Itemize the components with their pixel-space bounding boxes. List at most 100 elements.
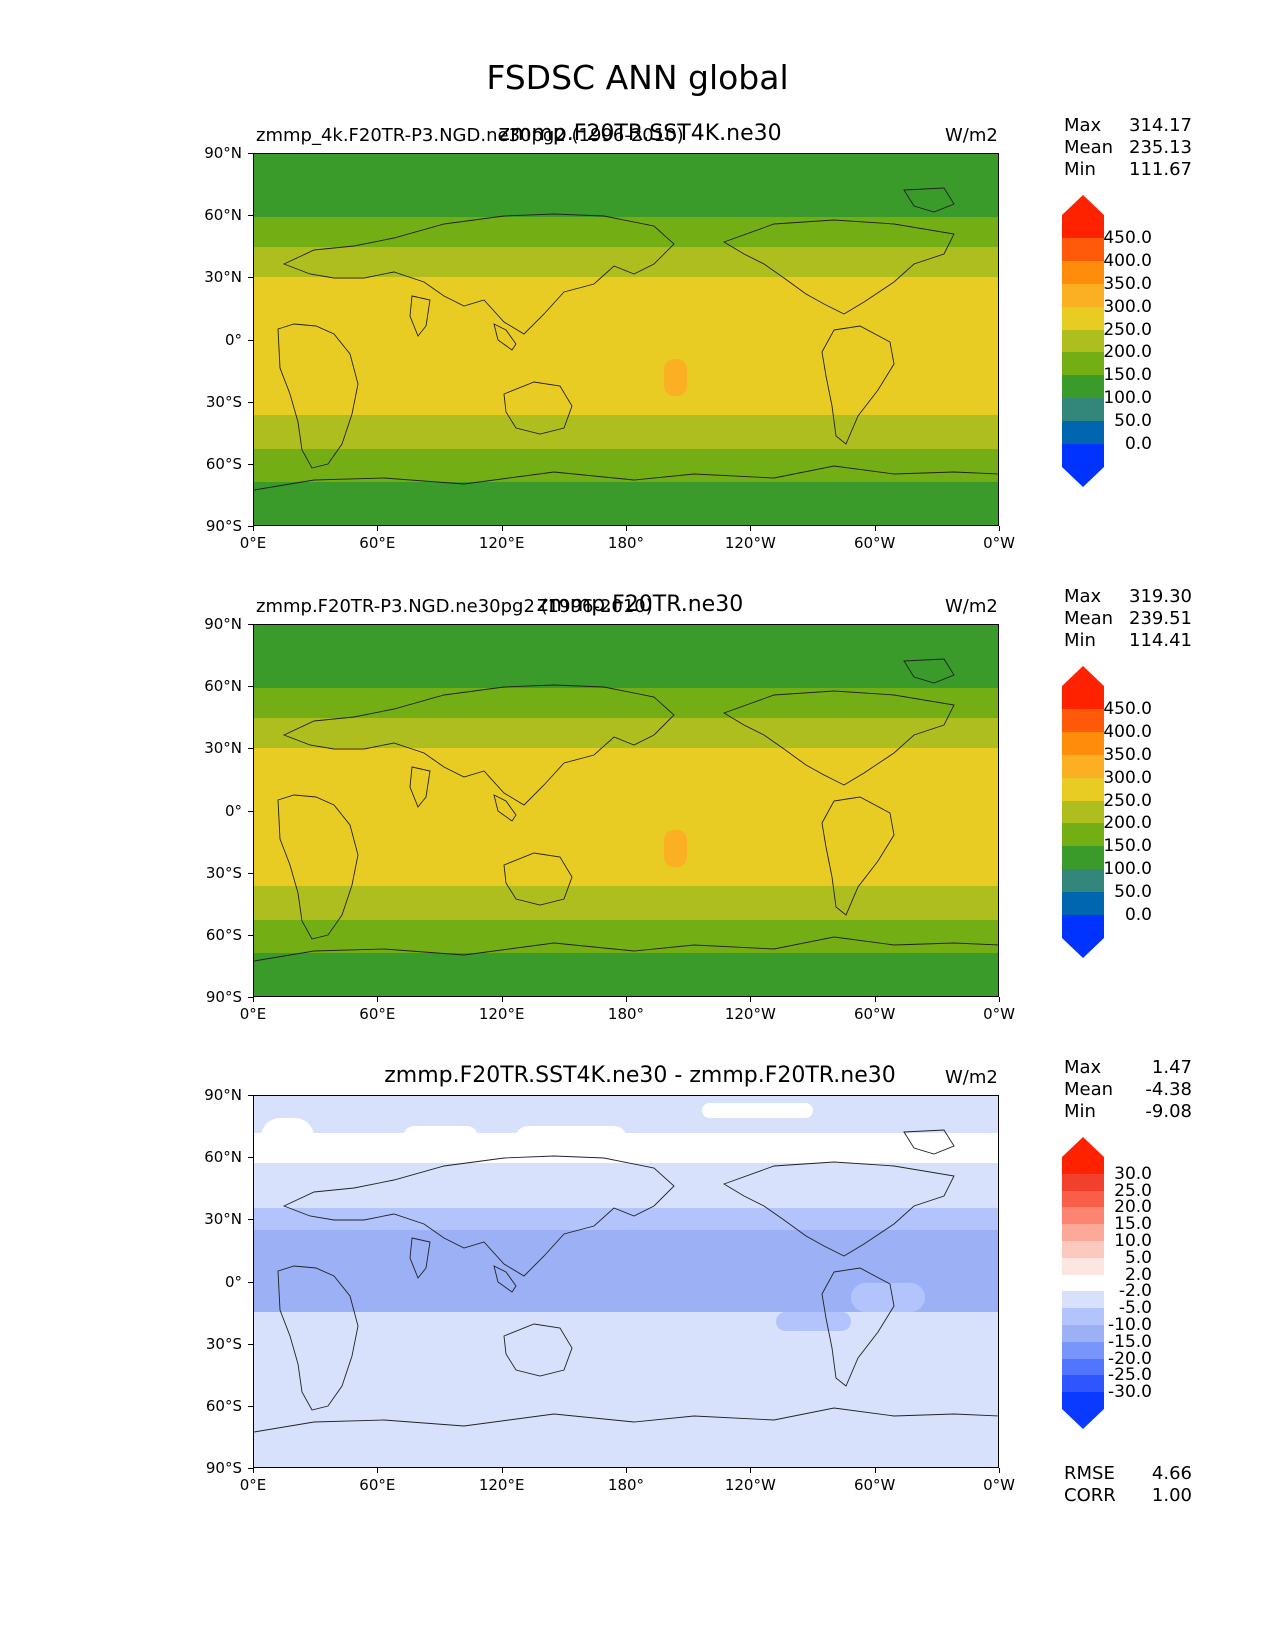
lat-tick-label: 90°S — [205, 1459, 242, 1477]
contour-band — [254, 154, 998, 218]
coastline — [903, 1129, 955, 1155]
colorbar-segment — [1062, 375, 1104, 399]
colorbar-level-label: 400.0 — [1103, 721, 1152, 742]
colorbar-segment — [1062, 1173, 1104, 1192]
lon-tick-mark — [874, 1468, 876, 1473]
lat-tick-mark — [248, 1095, 253, 1096]
colorbar-segment — [1062, 892, 1104, 916]
colorbar-segment — [1062, 731, 1104, 756]
coastline — [277, 794, 359, 940]
coastline — [277, 1265, 359, 1411]
contour-band — [254, 1312, 998, 1467]
colorbar-level-label: 400.0 — [1103, 250, 1152, 271]
coastline — [722, 690, 955, 786]
lon-tick-label: 60°W — [853, 1476, 896, 1494]
lon-tick-label: 180° — [607, 1476, 645, 1494]
colorbar-segment — [1062, 823, 1104, 847]
stat-name: Max — [1064, 586, 1102, 607]
lon-tick-mark — [750, 526, 752, 531]
lat-tick-label: 60°S — [205, 1396, 242, 1415]
lon-tick-label: 120°E — [478, 1476, 525, 1494]
lat-tick-label: 90°N — [204, 615, 242, 633]
colorbar-segment — [1062, 1308, 1104, 1326]
contour-patch — [664, 830, 687, 868]
coastline — [503, 381, 573, 435]
lon-tick-mark — [999, 1468, 1000, 1473]
coastline — [409, 295, 431, 337]
lon-tick-label: 120°W — [724, 1005, 776, 1023]
colorbar-level-label: -15.0 — [1108, 1331, 1152, 1352]
colorbar — [1062, 1137, 1104, 1429]
colorbar-level-label: -5.0 — [1118, 1298, 1152, 1319]
coastline — [409, 766, 431, 808]
colorbar-level-label: 30.0 — [1114, 1163, 1152, 1184]
coastline — [503, 1323, 573, 1377]
coastlines — [254, 187, 998, 491]
colorbar-segment — [1062, 398, 1104, 422]
lat-tick-label: 30°N — [204, 268, 242, 287]
colorbar-segment — [1062, 1157, 1104, 1175]
lon-tick-label: 180° — [607, 1005, 645, 1023]
colorbar-level-label: 25.0 — [1114, 1180, 1152, 1201]
contour-patch — [403, 1125, 478, 1149]
stat-value: 235.13 — [1129, 137, 1192, 158]
stat-name: Mean — [1064, 608, 1114, 629]
colorbar-level-label: 300.0 — [1103, 767, 1152, 788]
colorbar-segment — [1062, 421, 1104, 445]
lat-tick-mark — [248, 872, 253, 874]
contour-band — [254, 625, 998, 689]
contour-band — [254, 748, 998, 887]
lat-tick-mark — [248, 339, 253, 341]
coastline — [254, 465, 998, 491]
coastline — [503, 852, 573, 906]
colorbar-segment — [1062, 1224, 1104, 1242]
colorbar-level-label: -25.0 — [1108, 1365, 1152, 1386]
colorbar-level-label: 250.0 — [1103, 319, 1152, 340]
lat-tick-mark — [248, 1157, 253, 1159]
colorbar-segment — [1062, 444, 1104, 468]
lat-tick-label: 30°S — [205, 1334, 242, 1353]
stat-name: Mean — [1064, 1079, 1114, 1100]
colorbar-level-label: 50.0 — [1114, 411, 1152, 432]
lon-tick-mark — [501, 1468, 503, 1473]
contour-patch — [664, 359, 687, 397]
lat-tick-label: 30°S — [205, 392, 242, 411]
panel-case-title: zmmp.F20TR.ne30 — [536, 592, 744, 617]
map-panel — [253, 153, 999, 526]
colorbar-level-label: 2.0 — [1124, 1264, 1152, 1285]
metric-value: 4.66 — [1151, 1463, 1192, 1484]
lon-tick-label: 0°W — [983, 1005, 1015, 1023]
contour-patch — [261, 1118, 314, 1156]
lon-tick-mark — [626, 526, 627, 531]
colorbar-level-label: 0.0 — [1124, 905, 1152, 926]
colorbar-level-label: -10.0 — [1108, 1315, 1152, 1335]
lat-tick-mark — [248, 1405, 253, 1407]
lon-tick-mark — [253, 1468, 254, 1473]
coastline — [903, 187, 955, 213]
lon-tick-mark — [874, 997, 876, 1002]
colorbar-segment — [1062, 1190, 1104, 1208]
coastline — [493, 323, 517, 351]
coastline — [282, 684, 675, 806]
lat-tick-mark — [248, 748, 253, 750]
lon-tick-mark — [377, 1468, 379, 1473]
lon-tick-mark — [501, 997, 503, 1002]
lon-tick-mark — [874, 526, 876, 531]
colorbar-extend-top — [1062, 666, 1104, 686]
colorbar-segment — [1062, 1207, 1104, 1225]
lon-tick-label: 60°E — [359, 1476, 396, 1494]
lat-tick-mark — [248, 463, 253, 465]
stat-value: -9.08 — [1145, 1101, 1192, 1122]
panel-units: W/m2 — [945, 1067, 998, 1088]
stat-value: 319.30 — [1129, 586, 1192, 607]
lat-tick-label: 60°S — [205, 925, 242, 944]
lon-tick-label: 120°E — [478, 1005, 525, 1023]
stat-value: 239.51 — [1129, 608, 1192, 629]
lon-tick-label: 180° — [607, 534, 645, 552]
stat-value: 1.47 — [1151, 1057, 1192, 1078]
colorbar-segment — [1062, 708, 1104, 733]
lat-tick-mark — [248, 215, 253, 217]
lat-tick-label: 30°N — [204, 739, 242, 758]
colorbar-level-label: 350.0 — [1103, 273, 1152, 294]
coastline — [493, 1265, 517, 1293]
